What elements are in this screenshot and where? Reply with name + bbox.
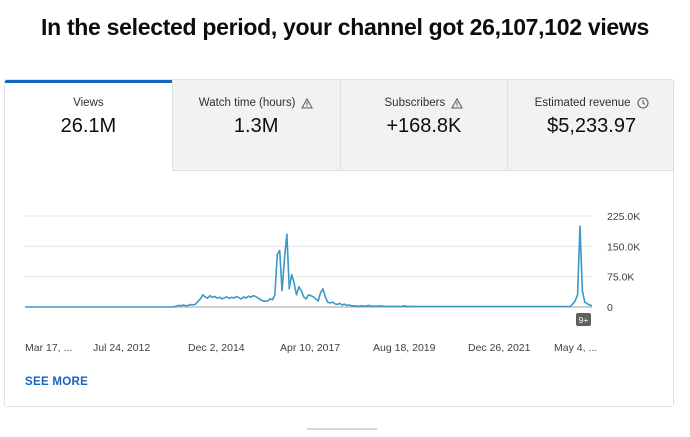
see-more-link[interactable]: SEE MORE [25, 376, 89, 388]
tab-estimated-revenue-value: $5,233.97 [547, 115, 637, 137]
warning-icon[interactable] [451, 97, 464, 109]
x-tick-label: Jul 24, 2012 [93, 342, 150, 354]
tab-views[interactable]: Views 26.1M [5, 80, 172, 171]
y-tick-label: 150.0K [607, 241, 640, 253]
clock-icon[interactable] [637, 97, 649, 109]
tab-estimated-revenue-label: Estimated revenue [534, 97, 631, 109]
tab-subscribers-value: +168.8K [386, 115, 462, 137]
x-tick-label: Mar 17, ... [25, 342, 72, 354]
views-chart: 225.0K 150.0K 75.0K 0 Mar 17, ... Jul 24, 201… [25, 211, 640, 354]
x-tick-label: May 4, ... [554, 342, 597, 354]
analytics-card: Views 26.1M Watch time (hours) 1.3M Subs… [4, 79, 674, 407]
tab-views-value: 26.1M [60, 115, 117, 137]
x-tick-label: Aug 18, 2019 [373, 342, 436, 354]
warning-icon[interactable] [301, 97, 314, 109]
annotation-badge[interactable]: 9+ [576, 313, 591, 326]
tab-watch-time[interactable]: Watch time (hours) 1.3M [171, 80, 340, 171]
badge-label: 9+ [579, 315, 589, 325]
y-tick-label: 75.0K [607, 272, 634, 284]
tab-watch-time-value: 1.3M [233, 115, 279, 137]
page-title: In the selected period, your channel got… [41, 14, 649, 40]
y-tick-label: 225.0K [607, 211, 640, 223]
views-chart-area: 225.0K 150.0K 75.0K 0 Mar 17, ... Jul 24, 201… [5, 171, 673, 371]
tab-watch-time-label: Watch time (hours) [198, 97, 296, 109]
tab-estimated-revenue[interactable]: Estimated revenue $5,233.97 [507, 80, 673, 171]
badge-background [576, 313, 591, 326]
x-tick-label: Dec 26, 2021 [468, 342, 531, 354]
metric-tabs: Views 26.1M Watch time (hours) 1.3M Subs… [5, 80, 673, 171]
views-series-line [25, 225, 593, 308]
x-tick-label: Dec 2, 2014 [188, 342, 245, 354]
scroll-handle [307, 428, 377, 430]
x-tick-label: Apr 10, 2017 [280, 342, 340, 354]
tab-views-label: Views [73, 97, 104, 109]
y-tick-label: 0 [607, 302, 613, 314]
tab-subscribers-label: Subscribers [384, 97, 446, 109]
tab-subscribers[interactable]: Subscribers +168.8K [339, 80, 508, 171]
